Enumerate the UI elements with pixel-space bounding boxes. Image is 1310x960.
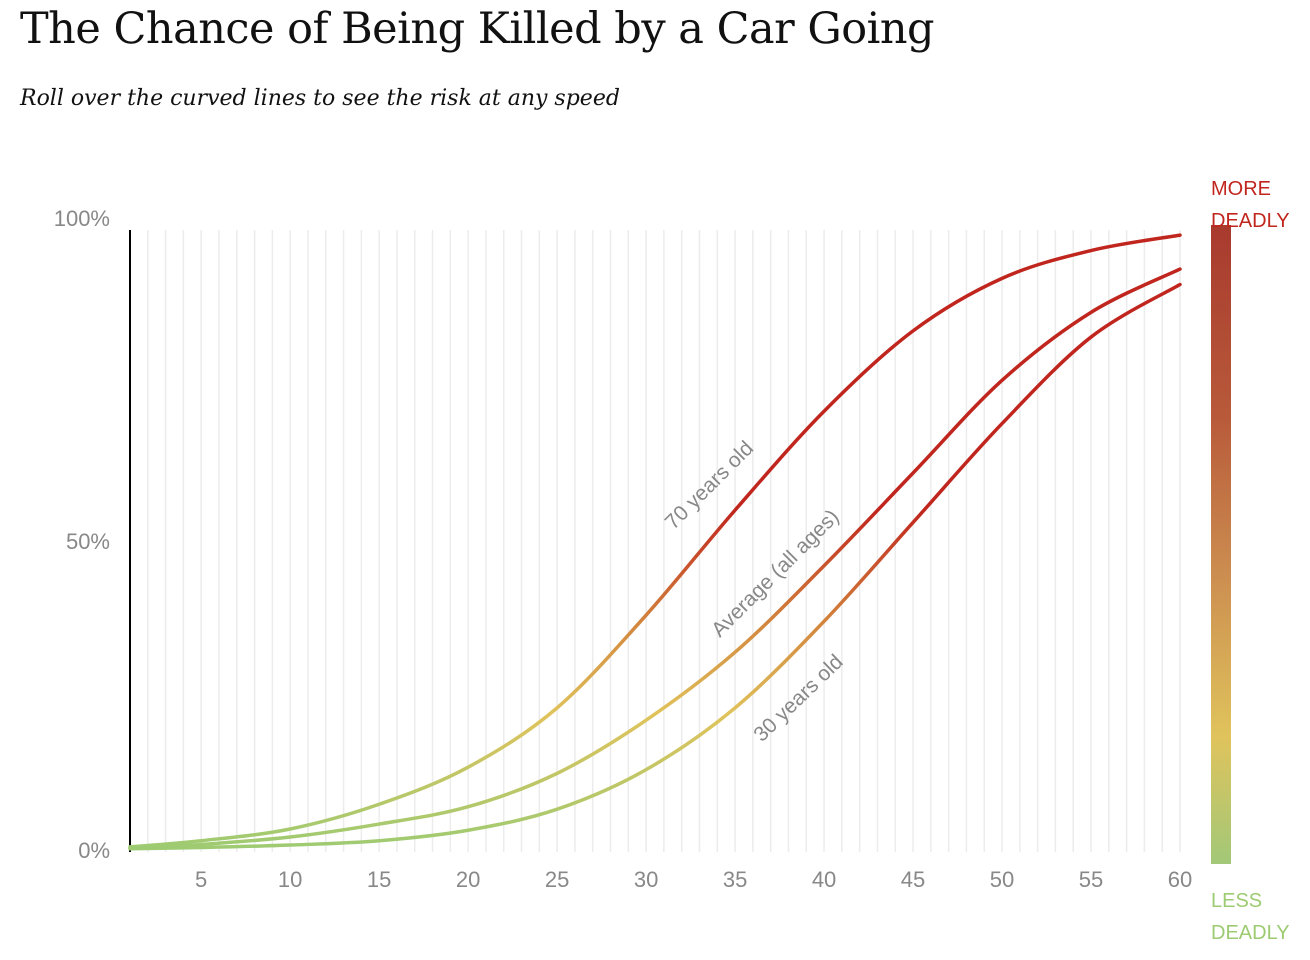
x-tick-label: 30 [634, 867, 658, 892]
label-70-years-old: 70 years old [661, 437, 758, 534]
chart-title: The Chance of Being Killed by a Car Goin… [20, 4, 935, 54]
series-line-2[interactable] [128, 282, 1182, 851]
x-tick-label: 60 [1168, 867, 1192, 892]
y-tick-label: 0% [78, 838, 110, 863]
x-tick-label: 45 [901, 867, 925, 892]
series-line-1[interactable] [128, 267, 1182, 850]
legend-more-line2: DEADLY [1211, 210, 1290, 232]
legend-less-line2: DEADLY [1211, 922, 1290, 944]
legend-more-line1: MORE [1211, 178, 1271, 200]
series-line-0[interactable] [128, 233, 1182, 849]
deadliness-legend-bar [1211, 225, 1231, 864]
x-tick-label: 35 [723, 867, 747, 892]
gridlines [147, 230, 1181, 852]
x-tick-label: 10 [278, 867, 302, 892]
x-tick-label: 5 [195, 867, 207, 892]
x-tick-label: 20 [456, 867, 480, 892]
x-tick-label: 55 [1079, 867, 1103, 892]
label-30-years-old: 30 years old [749, 650, 847, 746]
x-tick-label: 40 [812, 867, 836, 892]
y-tick-label: 50% [66, 529, 110, 554]
y-tick-label: 100% [54, 206, 110, 231]
x-tick-label: 25 [545, 867, 569, 892]
legend-less-line1: LESS [1211, 890, 1262, 912]
x-tick-label: 15 [367, 867, 391, 892]
x-tick-label: 50 [990, 867, 1014, 892]
chart-subtitle: Roll over the curved lines to see the ri… [20, 86, 620, 111]
